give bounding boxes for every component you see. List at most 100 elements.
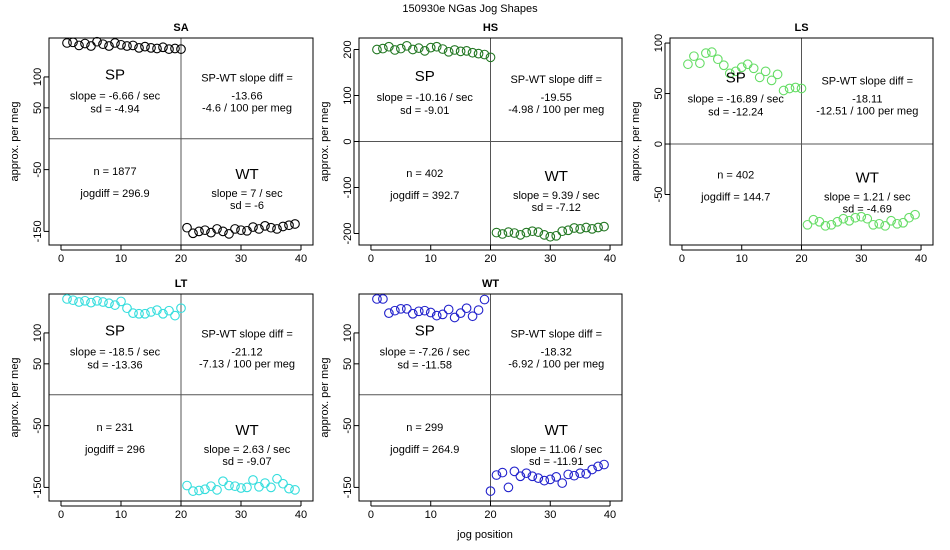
slope-diff-title: SP-WT slope diff = [510, 74, 602, 86]
panel-title: SA [173, 22, 188, 34]
sp-slope-text: slope = -18.5 / sec [70, 346, 161, 358]
y-tick-label: 100 [32, 68, 44, 86]
sp-label: SP [105, 66, 125, 83]
slope-diff-value: -18.11 [852, 93, 882, 105]
data-point [110, 38, 120, 48]
x-tick-label: 30 [544, 509, 556, 521]
sp-sd-text: sd = -11.58 [397, 359, 452, 371]
x-tick-label: 0 [368, 509, 374, 521]
data-point [390, 305, 400, 316]
data-point [236, 483, 246, 493]
x-tick-label: 0 [368, 253, 374, 265]
data-point [212, 224, 222, 234]
data-point [593, 461, 603, 472]
data-point [718, 60, 729, 71]
data-point [230, 224, 240, 234]
data-point [449, 312, 460, 323]
data-point [527, 226, 538, 237]
data-point [407, 308, 418, 319]
slope-diff-title: SP-WT slope diff = [821, 75, 913, 87]
data-point [122, 41, 132, 51]
data-point [437, 44, 448, 54]
data-point [242, 482, 252, 493]
data-point [850, 212, 861, 223]
data-point [68, 295, 78, 306]
data-point [599, 459, 609, 470]
data-point [545, 231, 556, 242]
slope-diff-title: SP-WT slope diff = [201, 72, 293, 84]
data-point [461, 303, 472, 314]
n-count-text: n = 231 [96, 422, 133, 434]
data-point [272, 224, 282, 234]
y-tick-label: 50 [32, 358, 44, 370]
data-point [92, 295, 102, 306]
sp-sd-text: sd = -9.01 [400, 105, 449, 117]
data-point [575, 468, 586, 479]
data-point [164, 305, 174, 316]
data-point [272, 473, 282, 484]
data-point [98, 297, 108, 307]
data-point [290, 219, 300, 229]
data-point [503, 482, 514, 493]
data-point [413, 43, 424, 53]
data-point [158, 308, 168, 319]
data-point [569, 470, 580, 481]
data-point [581, 468, 591, 479]
x-tick-label: 30 [544, 253, 556, 265]
data-point [790, 82, 801, 93]
data-point [170, 310, 180, 321]
data-point [515, 230, 526, 240]
data-point [814, 216, 825, 227]
data-point [874, 218, 885, 229]
data-point [164, 44, 174, 54]
data-point [224, 229, 234, 239]
x-tick-label: 10 [736, 253, 748, 265]
y-tick-label: 100 [342, 86, 354, 104]
data-point [176, 303, 186, 314]
sp-label: SP [415, 322, 435, 339]
wt-label: WT [545, 422, 568, 439]
data-point [80, 295, 90, 306]
data-point [419, 46, 430, 56]
panel-title: LS [794, 22, 808, 34]
data-point [521, 468, 532, 479]
slope-diff-value: -19.55 [541, 92, 572, 104]
data-point [832, 216, 843, 227]
data-point [557, 478, 568, 488]
data-point [539, 475, 550, 486]
data-point [712, 54, 723, 65]
data-point [689, 51, 699, 62]
data-point [497, 467, 508, 478]
data-point [862, 213, 873, 224]
data-point [384, 41, 394, 52]
panel-hs: HS 0 10 20 30 40 -200 -100 0 100 200 approx. per me… [319, 22, 623, 265]
data-point [455, 308, 466, 319]
data-point [551, 472, 562, 482]
data-point [134, 308, 144, 319]
panel-title: LT [175, 278, 188, 290]
data-point [86, 297, 96, 308]
data-point [278, 478, 288, 489]
data-point [820, 220, 831, 231]
data-point [284, 220, 294, 231]
data-point [437, 309, 448, 320]
data-point [74, 40, 84, 51]
data-point [593, 222, 603, 233]
wt-sd-text: sd = -9.07 [222, 456, 271, 468]
data-point [802, 219, 813, 230]
panel-lt: LT 0 10 20 30 40 -150 -50 50 100 approx. per meg SP… [9, 278, 314, 521]
x-tick-label: 40 [295, 253, 307, 265]
data-point [796, 83, 807, 94]
slope-diff-per-meg: -12.51 / 100 per meg [816, 105, 918, 117]
y-axis-label: approx. per meg [9, 101, 21, 181]
wt-label: WT [545, 168, 568, 185]
data-point [218, 226, 228, 237]
y-tick-label: 50 [32, 102, 44, 114]
y-tick-label: -150 [32, 476, 44, 498]
data-point [880, 220, 891, 231]
data-point [278, 221, 288, 232]
data-point [266, 222, 276, 233]
data-point [236, 225, 246, 236]
panel-wt: WT 0 10 20 30 40 -150 -50 50 100 approx. per meg SP… [319, 278, 623, 521]
